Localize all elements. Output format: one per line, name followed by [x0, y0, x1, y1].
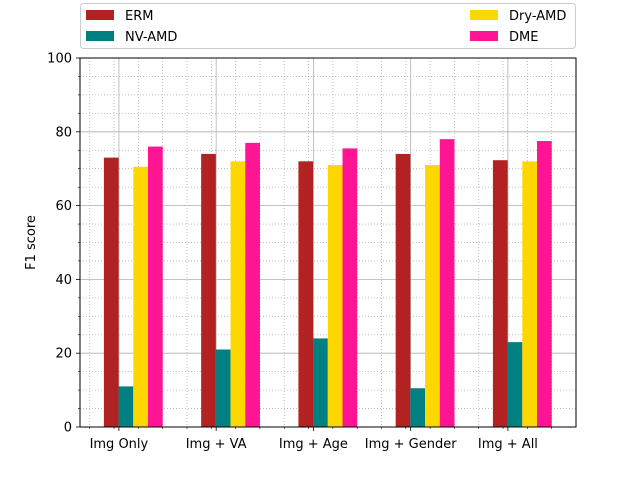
legend-swatch-nv-amd — [86, 31, 114, 41]
bar-dme-3 — [439, 139, 455, 427]
y-tick-label: 80 — [55, 125, 72, 140]
legend-frame — [80, 3, 576, 49]
bar-nv-amd-1 — [215, 349, 231, 427]
y-tick-label: 100 — [47, 52, 72, 67]
legend-label-nv-amd: NV-AMD — [125, 30, 177, 45]
bar-erm-1 — [201, 153, 216, 427]
bar-nv-amd-4 — [507, 342, 523, 427]
bar-dme-2 — [342, 148, 358, 427]
legend-swatch-dme — [470, 31, 498, 41]
x-tick-label: Img Only — [90, 437, 149, 452]
bar-dry-amd-0 — [133, 166, 149, 428]
bar-erm-2 — [298, 161, 314, 427]
bar-erm-3 — [395, 153, 411, 427]
bar-nv-amd-0 — [118, 386, 134, 427]
bar-dme-1 — [245, 142, 260, 427]
legend: ERM NV-AMD Dry-AMD DME — [80, 3, 576, 49]
bar-erm-0 — [103, 157, 119, 427]
legend-swatch-erm — [86, 10, 114, 20]
bar-dme-4 — [537, 141, 552, 427]
x-tick-label: Img + VA — [186, 437, 247, 452]
y-tick-label: 20 — [55, 347, 72, 362]
x-tick-label: Img + Gender — [365, 437, 457, 452]
bar-dry-amd-1 — [230, 161, 246, 427]
y-axis-label: F1 score — [24, 215, 39, 270]
bar-dry-amd-2 — [327, 165, 343, 427]
bar-nv-amd-3 — [410, 388, 426, 427]
bar-dme-0 — [148, 146, 163, 427]
x-tick-label: Img + All — [478, 437, 538, 452]
legend-label-erm: ERM — [125, 9, 153, 24]
y-axis: 0 20 40 60 80 100 — [47, 52, 80, 436]
x-tick-label: Img + Age — [279, 437, 348, 452]
y-tick-label: 0 — [64, 421, 72, 436]
legend-label-dry-amd: Dry-AMD — [509, 9, 566, 24]
legend-label-dme: DME — [509, 30, 538, 45]
legend-swatch-dry-amd — [470, 10, 498, 20]
bar-dry-amd-3 — [425, 165, 440, 427]
bars — [103, 139, 552, 428]
bar-nv-amd-2 — [313, 338, 328, 427]
bar-erm-4 — [492, 160, 508, 427]
y-tick-label: 60 — [55, 199, 72, 214]
bar-dry-amd-4 — [522, 161, 538, 427]
y-tick-label: 40 — [55, 273, 72, 288]
x-axis: Img Only Img + VA Img + Age Img + Gender Img… — [89, 427, 552, 452]
